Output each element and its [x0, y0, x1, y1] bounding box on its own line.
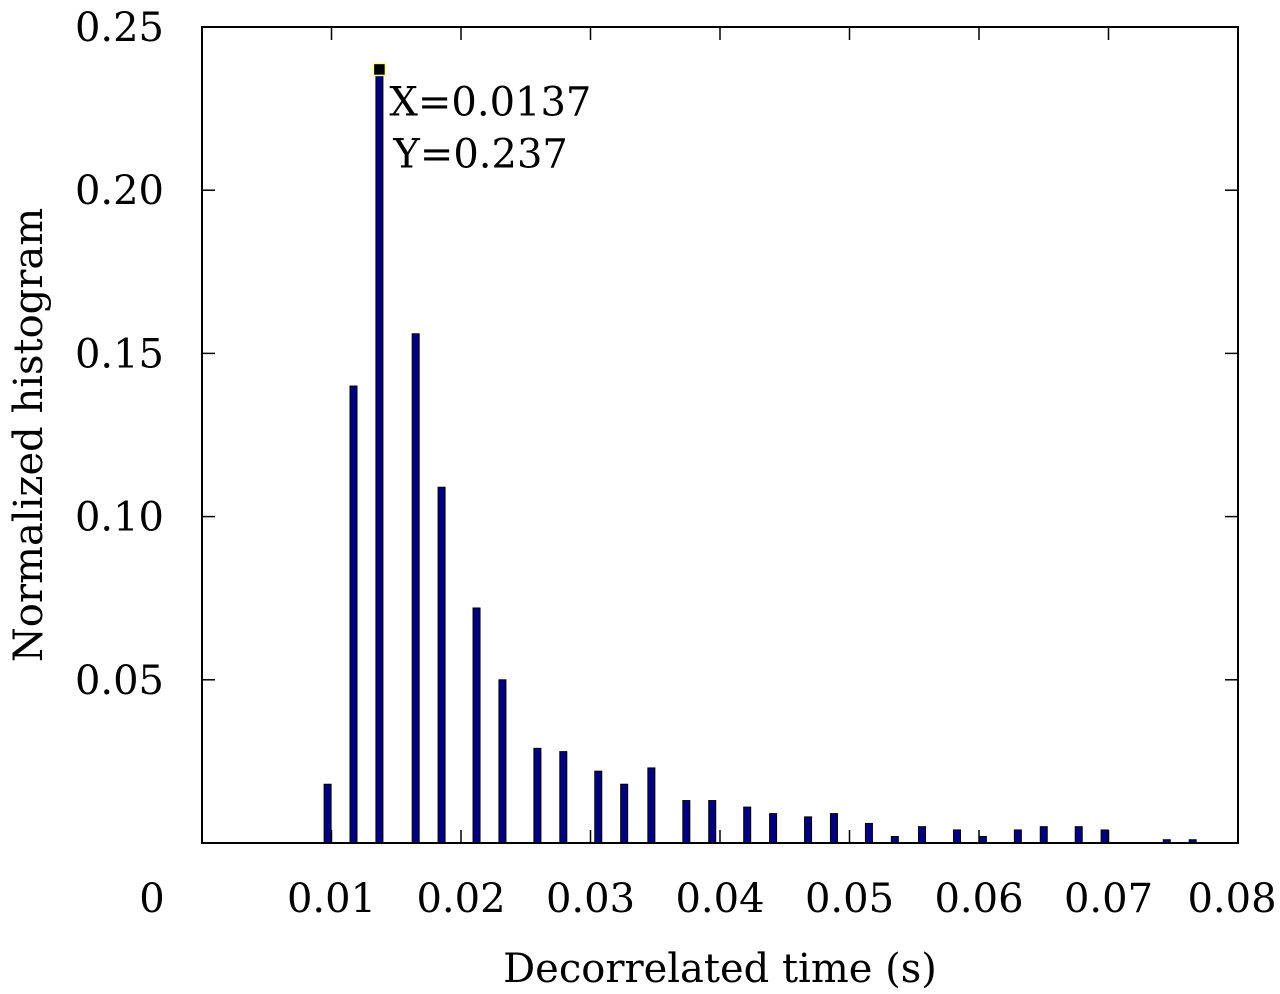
- bar: [437, 486, 446, 844]
- data-point-marker: [372, 62, 387, 77]
- bar: [559, 751, 568, 844]
- bar: [411, 333, 420, 844]
- x-axis-label: Decorrelated time (s): [503, 946, 937, 992]
- x-tick-label: 0.02: [416, 876, 505, 922]
- y-tick-label: 0.15: [75, 331, 164, 377]
- y-tick-label: 0.05: [75, 658, 164, 704]
- x-tick-label: 0.03: [546, 876, 635, 922]
- bar: [708, 800, 717, 844]
- x-tick-label: 0.06: [934, 876, 1023, 922]
- x-tick-label: 0.05: [805, 876, 894, 922]
- bar: [533, 747, 542, 844]
- x-tick-labels: 0 0.01 0.02 0.03 0.04 0.05 0.06 0.07 0.08: [139, 876, 1276, 922]
- bar: [804, 816, 813, 844]
- bar: [1039, 826, 1048, 844]
- bar: [1100, 829, 1109, 844]
- y-tick-label: 0.20: [75, 168, 164, 214]
- bar: [952, 829, 961, 844]
- bar: [829, 813, 838, 844]
- annotation-y: Y=0.237: [392, 131, 567, 177]
- bar: [769, 813, 778, 844]
- bar: [743, 806, 752, 844]
- x-tick-label: 0.07: [1064, 876, 1153, 922]
- ticks-group: [202, 27, 1238, 843]
- y-tick-label: 0.10: [75, 495, 164, 541]
- bar: [620, 783, 629, 844]
- bar: [472, 607, 481, 844]
- y-tick-label: 0.25: [75, 5, 164, 51]
- x-tick-label: 0.01: [287, 876, 376, 922]
- bar: [498, 679, 507, 844]
- bar: [647, 767, 656, 844]
- bar: [682, 800, 691, 844]
- bar: [594, 770, 603, 844]
- bar: [1074, 826, 1083, 844]
- plot-frame: [201, 26, 1239, 844]
- bar: [1013, 829, 1022, 844]
- x-tick-label: 0.08: [1187, 876, 1276, 922]
- bars-group: [323, 72, 1197, 844]
- bar: [323, 783, 332, 844]
- x-tick-label: 0.04: [675, 876, 764, 922]
- annotation-x: X=0.0137: [389, 79, 591, 125]
- bar: [864, 822, 873, 844]
- y-tick-labels: 0.05 0.10 0.15 0.20 0.25: [75, 5, 164, 704]
- bar: [918, 826, 927, 844]
- y-axis-label: Normalized histogram: [6, 208, 52, 662]
- bar: [375, 72, 384, 844]
- x-tick-label: 0: [139, 876, 164, 922]
- bar: [349, 385, 358, 844]
